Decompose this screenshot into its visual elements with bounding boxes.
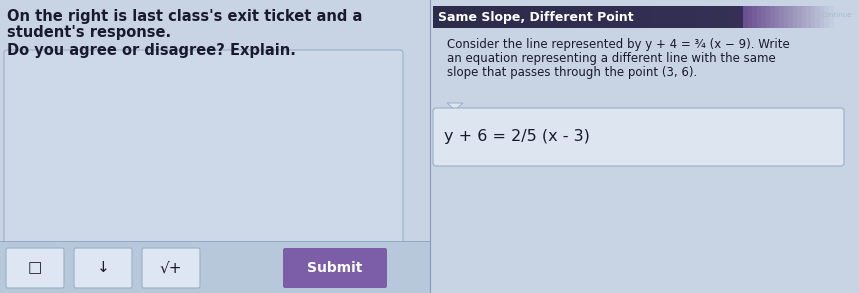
- Text: Same Slope, Different Point: Same Slope, Different Point: [438, 11, 634, 23]
- Bar: [557, 6, 565, 28]
- Bar: [788, 6, 793, 28]
- Bar: [673, 6, 681, 28]
- FancyBboxPatch shape: [74, 248, 132, 288]
- Text: On the right is last class's exit ticket and a: On the right is last class's exit ticket…: [7, 9, 362, 24]
- Bar: [518, 6, 527, 28]
- Bar: [479, 6, 488, 28]
- Bar: [824, 6, 829, 28]
- Bar: [433, 6, 442, 28]
- Bar: [819, 6, 825, 28]
- Bar: [541, 6, 550, 28]
- Bar: [635, 6, 643, 28]
- FancyBboxPatch shape: [4, 50, 403, 244]
- Bar: [770, 6, 775, 28]
- Text: slope that passes through the point (3, 6).: slope that passes through the point (3, …: [447, 66, 698, 79]
- Bar: [783, 6, 789, 28]
- Bar: [779, 6, 784, 28]
- Bar: [596, 6, 604, 28]
- Bar: [828, 6, 833, 28]
- Bar: [612, 6, 619, 28]
- Bar: [643, 6, 650, 28]
- Bar: [704, 6, 712, 28]
- Bar: [761, 6, 766, 28]
- Bar: [495, 6, 503, 28]
- Bar: [526, 6, 534, 28]
- Bar: [743, 6, 748, 28]
- Text: Submit: Submit: [308, 261, 362, 275]
- Bar: [757, 6, 761, 28]
- Bar: [572, 6, 581, 28]
- Bar: [619, 6, 627, 28]
- Text: √+: √+: [160, 260, 182, 275]
- Bar: [666, 6, 673, 28]
- Bar: [503, 6, 511, 28]
- Polygon shape: [447, 103, 463, 110]
- FancyBboxPatch shape: [433, 108, 844, 166]
- Bar: [658, 6, 666, 28]
- Bar: [681, 6, 689, 28]
- Bar: [752, 6, 757, 28]
- Bar: [689, 6, 697, 28]
- Bar: [627, 6, 635, 28]
- Text: y + 6 = 2/5 (x - 3): y + 6 = 2/5 (x - 3): [444, 130, 590, 144]
- Bar: [464, 6, 472, 28]
- Bar: [510, 6, 519, 28]
- Bar: [765, 6, 771, 28]
- Text: □: □: [27, 260, 42, 275]
- Bar: [580, 6, 588, 28]
- Bar: [793, 6, 797, 28]
- Bar: [533, 6, 542, 28]
- Bar: [775, 6, 779, 28]
- Bar: [588, 6, 596, 28]
- Bar: [720, 6, 728, 28]
- Bar: [0, 241, 430, 293]
- Text: Consider the line represented by y + 4 = ¾ (x − 9). Write: Consider the line represented by y + 4 =…: [447, 38, 789, 51]
- Bar: [697, 6, 704, 28]
- Text: Continue: Continue: [820, 12, 852, 18]
- FancyBboxPatch shape: [283, 248, 387, 288]
- FancyBboxPatch shape: [6, 248, 64, 288]
- Bar: [441, 6, 449, 28]
- Bar: [806, 6, 811, 28]
- Bar: [811, 6, 815, 28]
- Bar: [549, 6, 557, 28]
- Bar: [456, 6, 465, 28]
- Text: student's response.: student's response.: [7, 25, 171, 40]
- Bar: [815, 6, 820, 28]
- Bar: [430, 0, 859, 293]
- Bar: [604, 6, 612, 28]
- Text: Do you agree or disagree? Explain.: Do you agree or disagree? Explain.: [7, 43, 295, 58]
- Bar: [728, 6, 736, 28]
- Bar: [747, 6, 752, 28]
- FancyBboxPatch shape: [142, 248, 200, 288]
- Bar: [487, 6, 496, 28]
- Text: ↓: ↓: [96, 260, 109, 275]
- Bar: [712, 6, 720, 28]
- Bar: [735, 6, 744, 28]
- Bar: [797, 6, 802, 28]
- Bar: [564, 6, 573, 28]
- Bar: [650, 6, 658, 28]
- Text: an equation representing a different line with the same: an equation representing a different lin…: [447, 52, 776, 65]
- Bar: [472, 6, 480, 28]
- Bar: [448, 6, 457, 28]
- Bar: [801, 6, 807, 28]
